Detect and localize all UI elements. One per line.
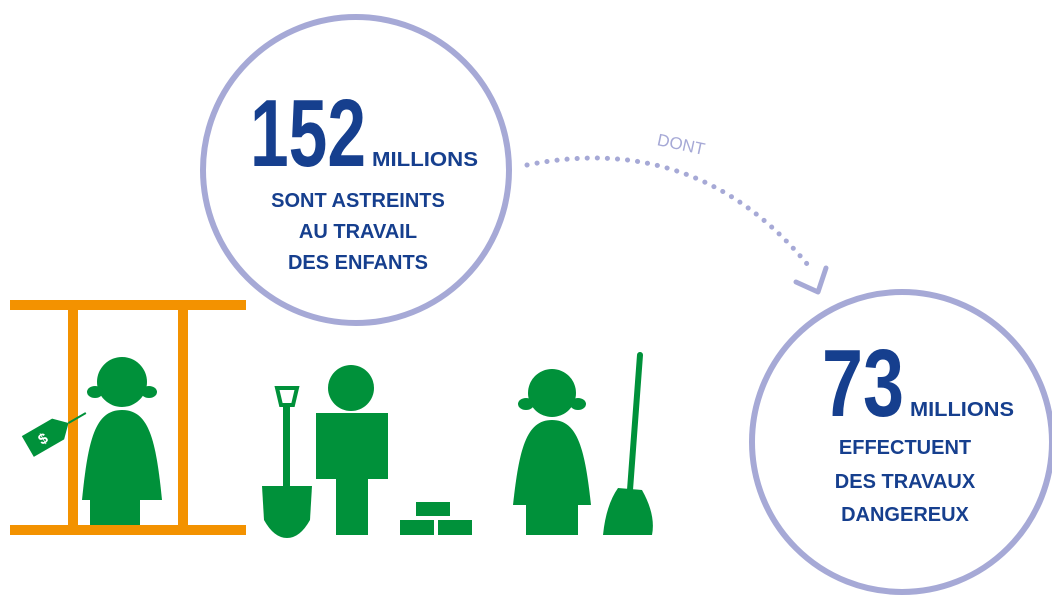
legs bbox=[336, 477, 368, 535]
legs bbox=[526, 503, 578, 535]
girl-icon bbox=[513, 369, 591, 535]
blade bbox=[262, 486, 312, 538]
shovel-icon bbox=[262, 388, 312, 538]
circle-text: DES TRAVAUX bbox=[835, 471, 976, 493]
circle-text: EFFECTUENT bbox=[839, 437, 971, 459]
head bbox=[97, 357, 147, 407]
unit: MILLIONS bbox=[910, 399, 1014, 421]
circle-text: SONT ASTREINTS bbox=[271, 190, 445, 212]
frame-bar bbox=[10, 525, 246, 535]
pigtail bbox=[141, 386, 157, 398]
body bbox=[513, 420, 591, 505]
frame-bar bbox=[10, 300, 246, 310]
body bbox=[316, 413, 388, 479]
handle bbox=[277, 388, 297, 405]
connector-label: DONT bbox=[656, 130, 707, 159]
broom-handle bbox=[630, 355, 640, 490]
circle-text: DANGEREUX bbox=[841, 504, 969, 526]
infographic: DONT 152 MILLIONS SONT ASTREINTS AU TRAV… bbox=[0, 0, 1052, 595]
pigtail bbox=[518, 398, 534, 410]
brick bbox=[438, 520, 472, 535]
circle-text: DES ENFANTS bbox=[288, 252, 428, 274]
boy-icon bbox=[316, 365, 388, 535]
connector-arrow bbox=[796, 268, 826, 292]
shaft bbox=[283, 403, 290, 488]
brick bbox=[400, 520, 434, 535]
frame-bar bbox=[178, 300, 188, 535]
unit: MILLIONS bbox=[372, 149, 478, 171]
head bbox=[528, 369, 576, 417]
bricks-icon bbox=[400, 502, 472, 535]
pigtail bbox=[570, 398, 586, 410]
price-tag: $ bbox=[22, 403, 92, 457]
legs bbox=[90, 498, 140, 525]
broom-icon bbox=[603, 355, 653, 535]
big-number: 152 bbox=[250, 80, 366, 187]
tag bbox=[22, 413, 75, 457]
brick bbox=[416, 502, 450, 516]
pigtail bbox=[87, 386, 103, 398]
connector bbox=[527, 158, 812, 270]
circle-text: AU TRAVAIL bbox=[299, 221, 417, 243]
broom-head bbox=[603, 488, 653, 535]
body bbox=[82, 410, 162, 500]
head bbox=[328, 365, 374, 411]
girl-icon bbox=[82, 357, 162, 525]
big-number: 73 bbox=[822, 330, 904, 437]
